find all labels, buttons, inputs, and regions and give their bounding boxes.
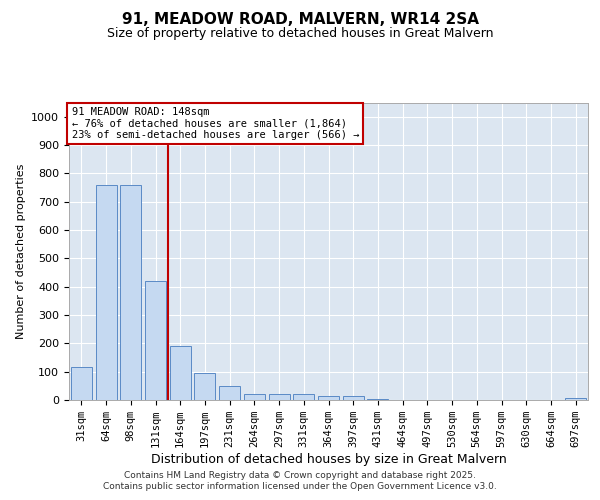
Bar [269,394,290,400]
Bar [194,372,215,400]
Text: 91 MEADOW ROAD: 148sqm
← 76% of detached houses are smaller (1,864)
23% of semi-: 91 MEADOW ROAD: 148sqm ← 76% of detached… [71,107,359,140]
Bar [367,398,388,400]
Bar [244,394,265,400]
Bar [293,394,314,400]
Bar [71,366,92,400]
Bar [170,346,191,400]
X-axis label: Distribution of detached houses by size in Great Malvern: Distribution of detached houses by size … [151,453,506,466]
Bar [318,396,339,400]
Text: Size of property relative to detached houses in Great Malvern: Size of property relative to detached ho… [107,28,493,40]
Bar [565,398,586,400]
Bar [120,184,141,400]
Bar [343,396,364,400]
Y-axis label: Number of detached properties: Number of detached properties [16,164,26,339]
Bar [95,184,116,400]
Bar [219,386,240,400]
Text: 91, MEADOW ROAD, MALVERN, WR14 2SA: 91, MEADOW ROAD, MALVERN, WR14 2SA [121,12,479,28]
Text: Contains HM Land Registry data © Crown copyright and database right 2025.: Contains HM Land Registry data © Crown c… [124,471,476,480]
Text: Contains public sector information licensed under the Open Government Licence v3: Contains public sector information licen… [103,482,497,491]
Bar [145,281,166,400]
